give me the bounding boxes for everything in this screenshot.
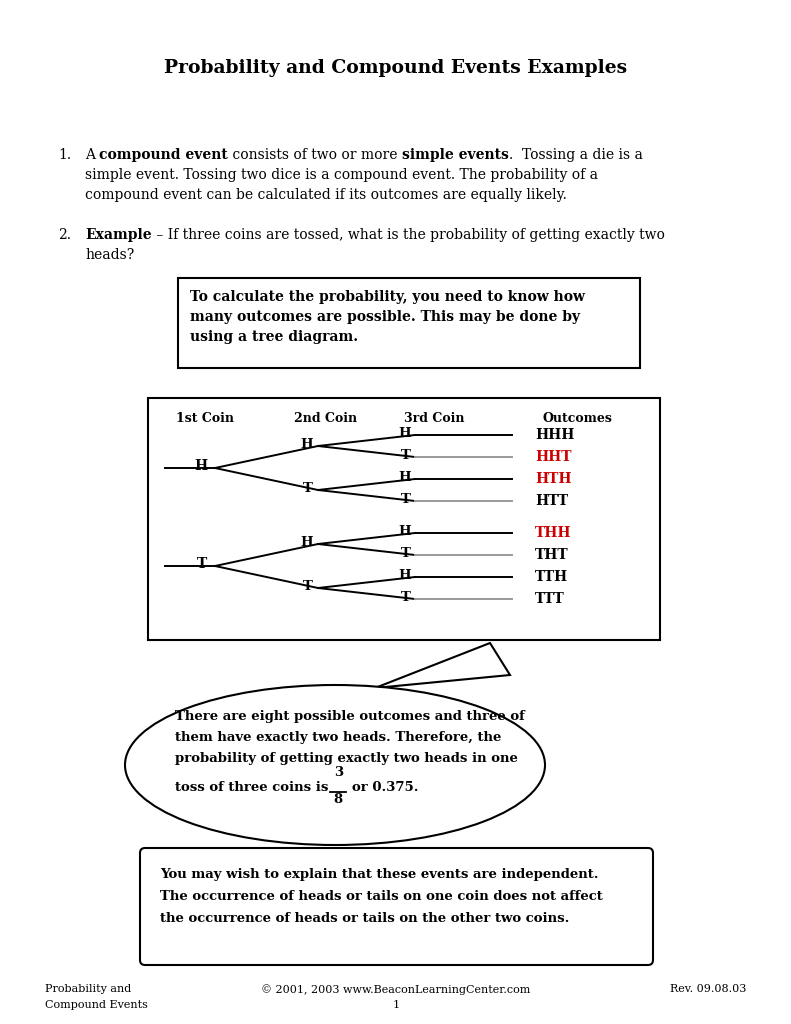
Text: H: H [399, 569, 411, 582]
Text: 1: 1 [392, 1000, 399, 1010]
Text: using a tree diagram.: using a tree diagram. [190, 330, 358, 344]
Text: Outcomes: Outcomes [542, 412, 612, 425]
Text: T: T [303, 482, 313, 495]
Text: 1.: 1. [58, 148, 71, 162]
Text: T: T [303, 580, 313, 593]
Text: H: H [301, 536, 313, 549]
Text: HHT: HHT [535, 450, 572, 464]
Text: Probability and Compound Events Examples: Probability and Compound Events Examples [165, 59, 627, 77]
Text: TTH: TTH [535, 570, 568, 584]
Text: The occurrence of heads or tails on one coin does not affect: The occurrence of heads or tails on one … [160, 890, 603, 903]
FancyBboxPatch shape [178, 278, 640, 368]
Text: T: T [401, 547, 411, 560]
Text: T: T [401, 493, 411, 506]
Text: A: A [85, 148, 100, 162]
Text: .  Tossing a die is a: . Tossing a die is a [509, 148, 643, 162]
Text: H: H [399, 525, 411, 538]
Ellipse shape [125, 685, 545, 845]
Text: 2.: 2. [58, 228, 71, 242]
Text: heads?: heads? [85, 248, 134, 262]
Text: Example: Example [85, 228, 152, 242]
Text: T: T [401, 591, 411, 604]
Text: 1st Coin: 1st Coin [176, 412, 234, 425]
Text: probability of getting exactly two heads in one: probability of getting exactly two heads… [175, 752, 518, 765]
Text: simple event. Tossing two dice is a compound event. The probability of a: simple event. Tossing two dice is a comp… [85, 168, 598, 182]
Text: 3: 3 [334, 766, 343, 779]
Text: the occurrence of heads or tails on the other two coins.: the occurrence of heads or tails on the … [160, 912, 570, 925]
Text: H: H [399, 427, 411, 440]
Text: 3rd Coin: 3rd Coin [403, 412, 464, 425]
Text: To calculate the probability, you need to know how: To calculate the probability, you need t… [190, 290, 585, 304]
Text: T: T [197, 557, 207, 571]
Text: consists of two or more: consists of two or more [228, 148, 402, 162]
Text: H: H [194, 459, 207, 473]
Text: compound event can be calculated if its outcomes are equally likely.: compound event can be calculated if its … [85, 188, 567, 202]
Text: THT: THT [535, 548, 569, 562]
Text: simple events: simple events [402, 148, 509, 162]
Text: them have exactly two heads. Therefore, the: them have exactly two heads. Therefore, … [175, 731, 501, 744]
Polygon shape [375, 643, 510, 688]
FancyBboxPatch shape [148, 398, 660, 640]
Text: T: T [401, 449, 411, 462]
Text: or 0.375.: or 0.375. [352, 781, 419, 794]
Text: H: H [301, 438, 313, 451]
Text: HTH: HTH [535, 472, 572, 486]
Text: HTT: HTT [535, 494, 568, 508]
Text: 8: 8 [334, 793, 343, 806]
FancyBboxPatch shape [140, 848, 653, 965]
Text: THH: THH [535, 526, 572, 540]
Text: 2nd Coin: 2nd Coin [294, 412, 358, 425]
Text: There are eight possible outcomes and three of: There are eight possible outcomes and th… [175, 710, 524, 723]
Text: Probability and: Probability and [45, 984, 131, 994]
Text: © 2001, 2003 www.BeaconLearningCenter.com: © 2001, 2003 www.BeaconLearningCenter.co… [261, 984, 531, 994]
Text: compound event: compound event [100, 148, 228, 162]
Text: H: H [399, 471, 411, 484]
Text: Rev. 09.08.03: Rev. 09.08.03 [670, 984, 746, 994]
Text: Compound Events: Compound Events [45, 1000, 148, 1010]
Text: – If three coins are tossed, what is the probability of getting exactly two: – If three coins are tossed, what is the… [152, 228, 664, 242]
Text: toss of three coins is: toss of three coins is [175, 781, 328, 794]
Text: HHH: HHH [535, 428, 574, 442]
Text: You may wish to explain that these events are independent.: You may wish to explain that these event… [160, 868, 599, 881]
Text: many outcomes are possible. This may be done by: many outcomes are possible. This may be … [190, 310, 580, 324]
Text: TTT: TTT [535, 592, 565, 606]
